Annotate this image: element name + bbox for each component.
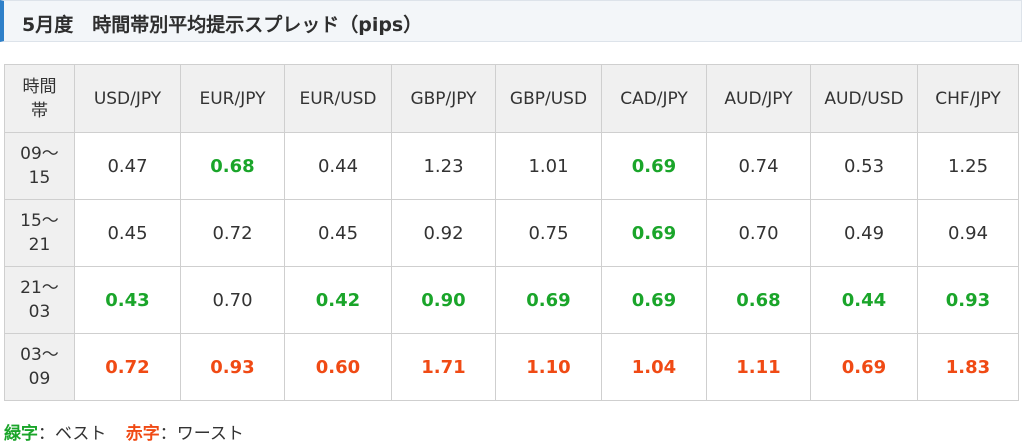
column-header: GBP/JPY (391, 64, 496, 133)
spread-cell: 0.90 (391, 266, 496, 334)
time-period-cell: 15〜 21 (4, 199, 75, 267)
spread-cell: 0.68 (180, 132, 285, 200)
time-period-header: 時間帯 (4, 64, 75, 133)
spread-cell: 0.42 (284, 266, 392, 334)
period-end: 15 (28, 168, 51, 188)
spread-cell: 0.60 (284, 333, 392, 401)
spread-cell: 0.70 (706, 199, 811, 267)
spread-cell: 0.75 (495, 199, 602, 267)
spread-cell: 0.92 (391, 199, 496, 267)
section-header: 5月度 時間帯別平均提示スプレッド（pips） (0, 0, 1022, 42)
spread-cell: 0.69 (810, 333, 918, 401)
column-header: AUD/JPY (706, 64, 811, 133)
spread-cell: 0.45 (284, 199, 392, 267)
time-period-cell: 03〜 09 (4, 333, 75, 401)
period-start: 09〜 (20, 144, 59, 164)
spread-table: 時間帯 USD/JPY EUR/JPY EUR/USD GBP/JPY GBP/… (4, 64, 1019, 401)
column-header: CHF/JPY (917, 64, 1019, 133)
period-start: 15〜 (20, 211, 59, 231)
table-row: 15〜 21 0.45 0.72 0.45 0.92 0.75 0.69 0.70… (4, 199, 1019, 267)
period-end: 03 (28, 302, 51, 322)
spread-cell: 0.72 (180, 199, 285, 267)
spread-cell: 0.94 (917, 199, 1019, 267)
table-row: 21〜 03 0.43 0.70 0.42 0.90 0.69 0.69 0.68… (4, 266, 1019, 334)
spread-cell: 1.23 (391, 132, 496, 200)
spread-cell: 1.83 (917, 333, 1019, 401)
period-end: 09 (28, 369, 51, 389)
spread-cell: 0.44 (810, 266, 918, 334)
spread-cell: 0.74 (706, 132, 811, 200)
time-period-cell: 09〜 15 (4, 132, 75, 200)
column-header: AUD/USD (810, 64, 918, 133)
spread-cell: 0.93 (917, 266, 1019, 334)
legend-best-desc: ：ベスト (38, 424, 107, 444)
spread-cell: 0.69 (601, 199, 707, 267)
legend-best-label: 緑字 (4, 424, 38, 444)
header-row: 時間帯 USD/JPY EUR/JPY EUR/USD GBP/JPY GBP/… (4, 64, 1019, 133)
spread-cell: 0.45 (74, 199, 181, 267)
spread-cell: 0.69 (601, 266, 707, 334)
spread-cell: 0.53 (810, 132, 918, 200)
legend-worst-desc: ：ワースト (159, 424, 244, 444)
spread-cell: 0.44 (284, 132, 392, 200)
spread-cell: 0.72 (74, 333, 181, 401)
spread-cell: 1.04 (601, 333, 707, 401)
period-end: 21 (28, 235, 51, 255)
time-period-header-line1: 時間 (22, 76, 57, 97)
column-header: USD/JPY (74, 64, 181, 133)
spread-cell: 0.47 (74, 132, 181, 200)
spread-cell: 0.49 (810, 199, 918, 267)
spread-cell: 0.69 (495, 266, 602, 334)
spread-cell: 1.01 (495, 132, 602, 200)
period-start: 03〜 (20, 345, 59, 365)
spread-cell: 1.10 (495, 333, 602, 401)
spread-cell: 0.93 (180, 333, 285, 401)
column-header: EUR/JPY (180, 64, 285, 133)
spread-cell: 0.70 (180, 266, 285, 334)
column-header: CAD/JPY (601, 64, 707, 133)
table-row: 09〜 15 0.47 0.68 0.44 1.23 1.01 0.69 0.74… (4, 132, 1019, 200)
period-start: 21〜 (20, 278, 59, 298)
time-period-cell: 21〜 03 (4, 266, 75, 334)
table-row: 03〜 09 0.72 0.93 0.60 1.71 1.10 1.04 1.11… (4, 333, 1019, 401)
spread-cell: 0.69 (601, 132, 707, 200)
time-period-header-line2: 帯 (31, 100, 48, 121)
spread-cell: 0.43 (74, 266, 181, 334)
section-title: 5月度 時間帯別平均提示スプレッド（pips） (22, 14, 423, 36)
column-header: GBP/USD (495, 64, 602, 133)
legend: 緑字：ベスト 赤字：ワースト (4, 419, 244, 444)
column-header: EUR/USD (284, 64, 392, 133)
legend-worst-label: 赤字 (125, 424, 160, 444)
spread-cell: 1.25 (917, 132, 1019, 200)
spread-cell: 1.71 (391, 333, 496, 401)
spread-cell: 1.11 (706, 333, 811, 401)
spread-cell: 0.68 (706, 266, 811, 334)
